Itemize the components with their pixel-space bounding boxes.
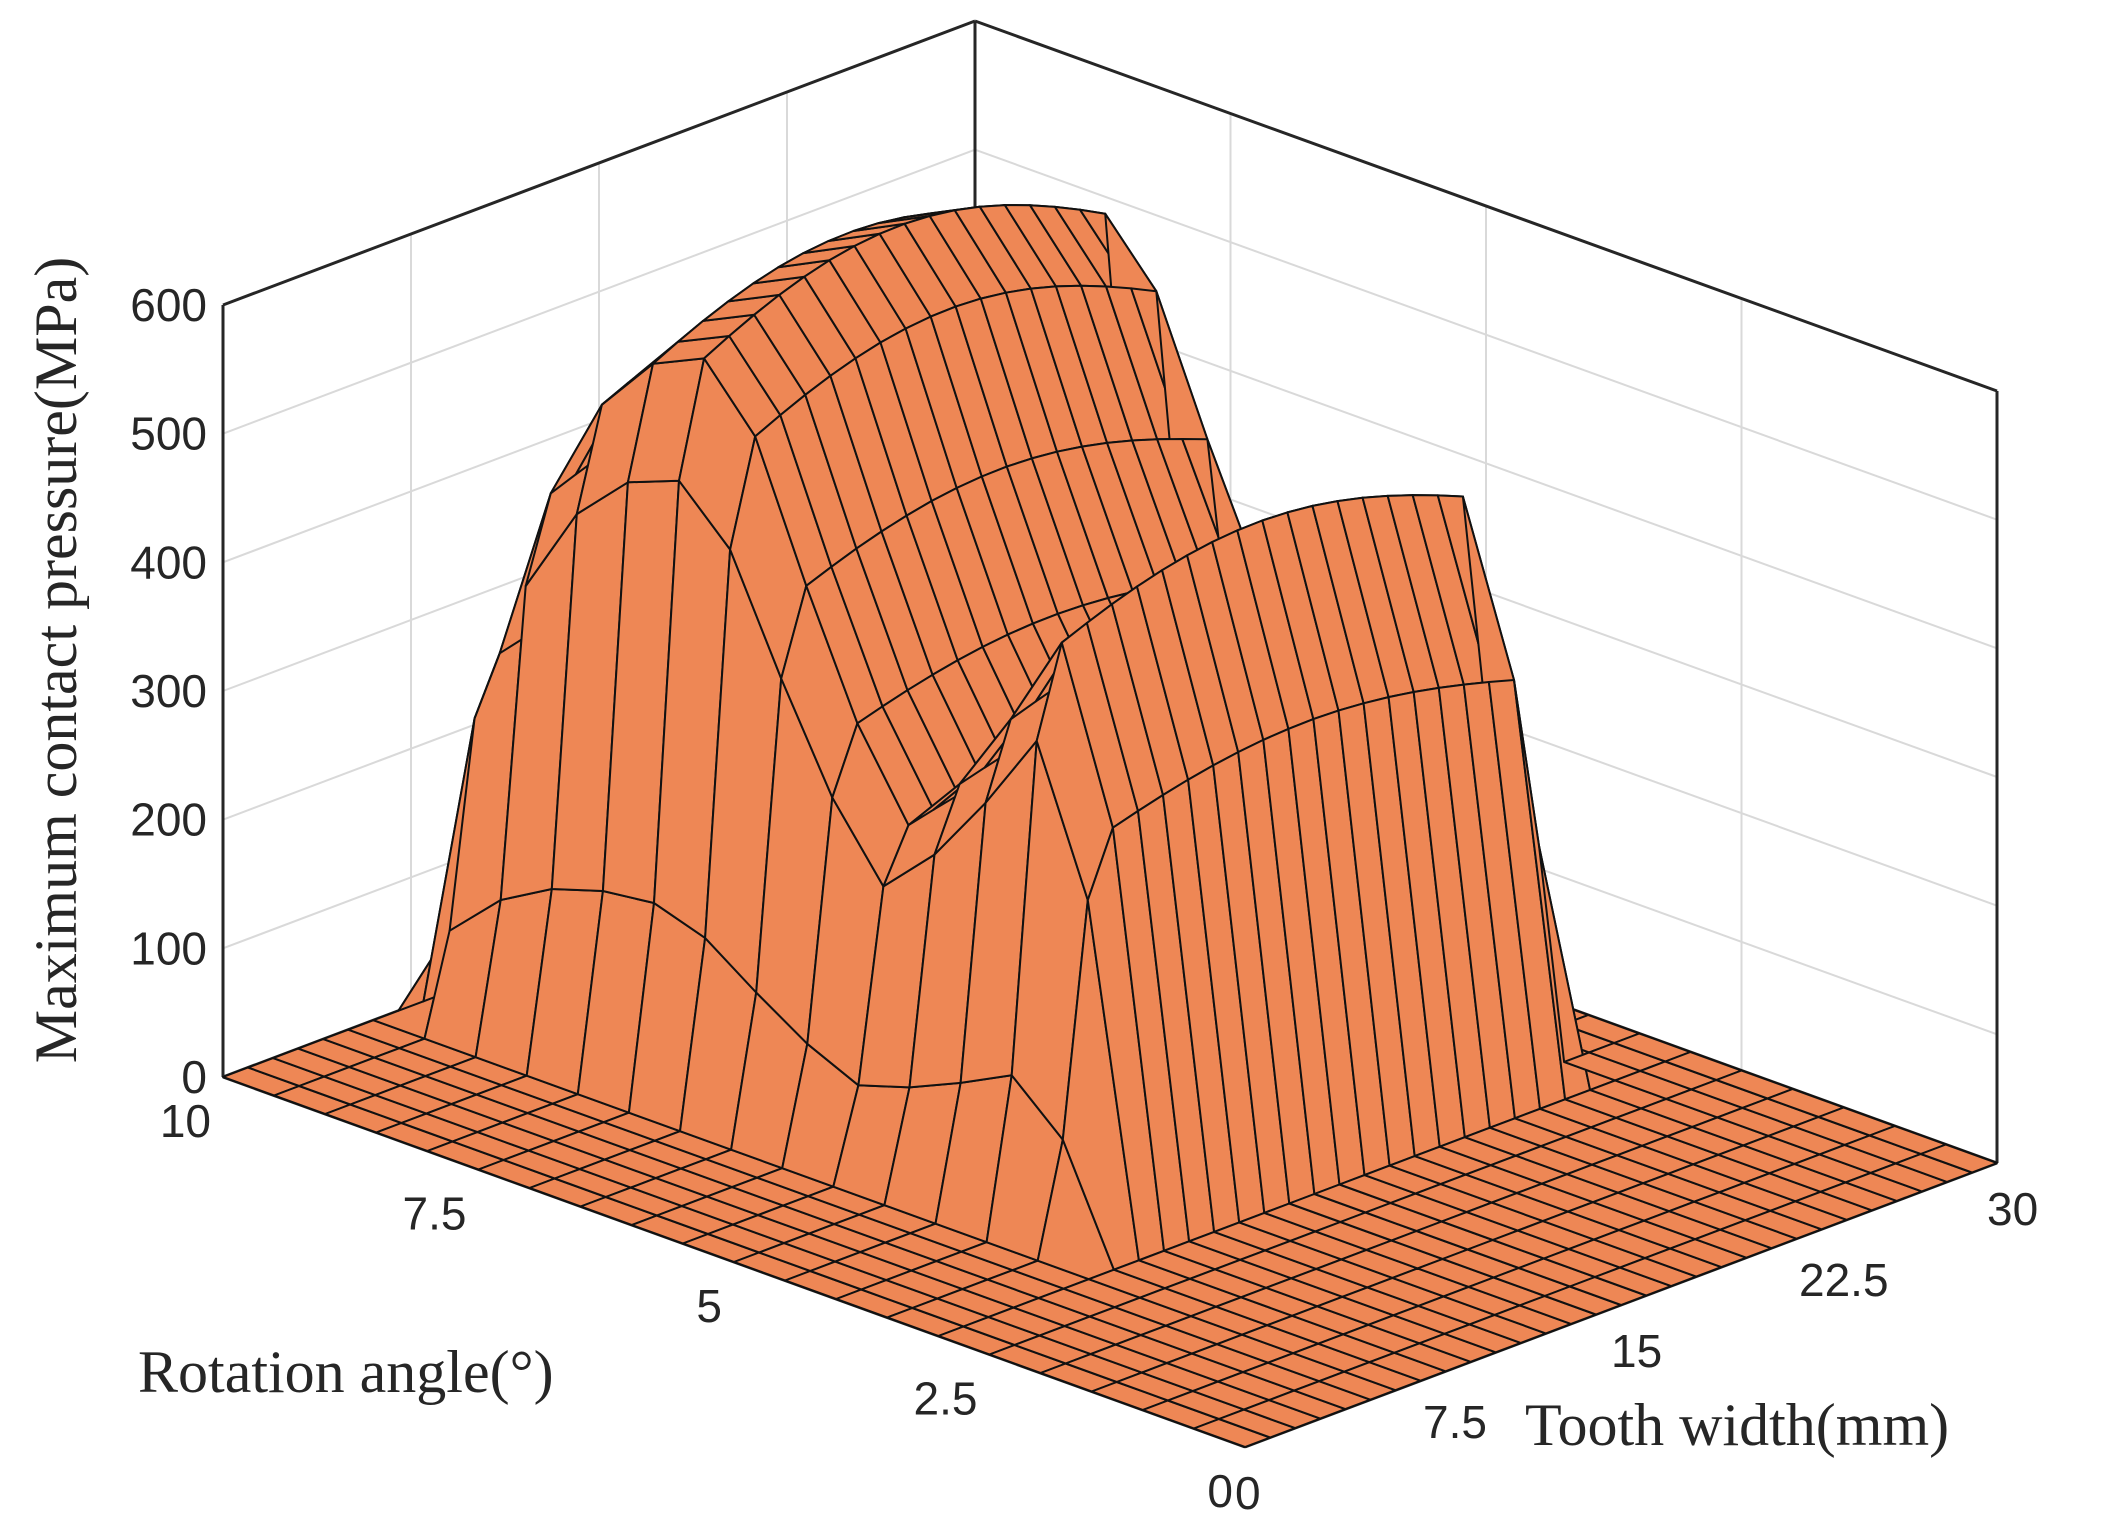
- z-tick-label: 300: [130, 665, 207, 717]
- z-tick-label: 100: [130, 922, 207, 974]
- axis-labels: Tooth width(mm) Rotation angle(°) Maximu…: [23, 257, 1949, 1458]
- x-tick-label: 15: [1611, 1325, 1662, 1377]
- x-tick-label: 0: [1235, 1467, 1261, 1519]
- axis-line: [974, 19, 1998, 393]
- tick-labels: 07.51522.53002.557.510010020030040050060…: [130, 279, 2038, 1519]
- y-tick-label: 0: [1207, 1465, 1233, 1517]
- y-tick-label: 5: [696, 1280, 722, 1332]
- y-axis-label: Rotation angle(°): [138, 1339, 554, 1405]
- z-tick-label: 500: [130, 408, 207, 460]
- z-tick-label: 600: [130, 279, 207, 331]
- surface-mesh: [222, 204, 1998, 1448]
- y-tick-label: 7.5: [403, 1188, 467, 1240]
- z-tick-label: 200: [130, 794, 207, 846]
- x-tick-label: 30: [1987, 1183, 2038, 1235]
- x-tick-label: 22.5: [1799, 1254, 1889, 1306]
- x-axis-label: Tooth width(mm): [1525, 1392, 1949, 1458]
- z-tick-label: 0: [181, 1051, 207, 1103]
- z-axis-label: Maximum contact pressure(MPa): [23, 257, 89, 1063]
- y-tick-label: 10: [160, 1095, 211, 1147]
- surface-face: [1919, 1143, 1998, 1174]
- z-tick-label: 400: [130, 536, 207, 588]
- axis-line: [222, 19, 976, 307]
- x-tick-label: 7.5: [1423, 1396, 1487, 1448]
- y-tick-label: 2.5: [914, 1373, 978, 1425]
